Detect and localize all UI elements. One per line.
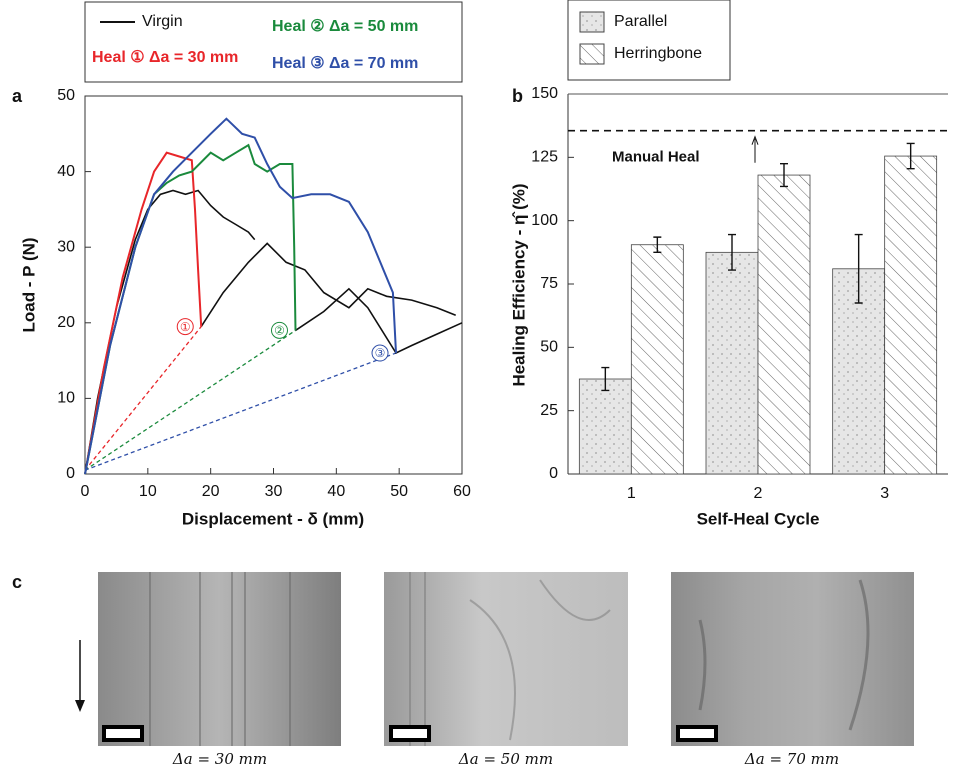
caption: Δa = 50 mm bbox=[458, 750, 553, 768]
heal-label: ③ bbox=[375, 346, 386, 360]
error-bar bbox=[906, 142, 915, 170]
heal-label: ① bbox=[180, 320, 191, 334]
legend-swatch bbox=[579, 43, 605, 65]
x-tick-label: 50 bbox=[390, 483, 408, 500]
legend-label: Herringbone bbox=[614, 45, 702, 62]
heal-line bbox=[84, 352, 397, 471]
x-tick-label: 2 bbox=[754, 485, 763, 502]
heal-line bbox=[84, 329, 296, 471]
bar bbox=[630, 244, 684, 475]
series-line bbox=[84, 117, 397, 475]
caption: Δa = 30 mm bbox=[172, 750, 267, 768]
x-tick-label: 10 bbox=[139, 483, 157, 500]
x-tick-label: 3 bbox=[880, 485, 889, 502]
plot-frame bbox=[84, 95, 463, 475]
heal-line bbox=[84, 326, 202, 471]
y-tick-label: 150 bbox=[531, 85, 558, 102]
panel-label: c bbox=[12, 572, 22, 592]
crack-arrow-head bbox=[75, 700, 85, 712]
heal-marker bbox=[270, 321, 288, 339]
y-tick-label: 50 bbox=[57, 87, 75, 104]
x-tick-label: 1 bbox=[627, 485, 636, 502]
legend-label: Virgin bbox=[142, 13, 183, 30]
legend-label: Parallel bbox=[614, 13, 667, 30]
x-tick-label: 30 bbox=[265, 483, 283, 500]
y-tick-label: 0 bbox=[549, 465, 558, 482]
y-tick-label: 10 bbox=[57, 390, 75, 407]
series-line bbox=[84, 151, 203, 475]
y-axis-label: Load - P (N) bbox=[19, 237, 38, 332]
y-tick-label: 50 bbox=[540, 339, 558, 356]
y-tick-label: 20 bbox=[57, 314, 75, 331]
error-bar bbox=[780, 162, 788, 188]
x-axis-label: Displacement - δ (mm) bbox=[182, 509, 364, 528]
y-tick-label: 40 bbox=[57, 163, 75, 180]
y-tick-label: 0 bbox=[66, 465, 75, 482]
panel-label: a bbox=[12, 86, 23, 106]
heal-marker bbox=[176, 318, 194, 336]
error-bar bbox=[653, 236, 662, 254]
sem-image bbox=[98, 572, 341, 746]
panel-label: b bbox=[512, 86, 523, 106]
y-tick-label: 125 bbox=[531, 149, 558, 166]
legend-label: Heal ② Δa = 50 mm bbox=[272, 18, 418, 35]
x-tick-label: 40 bbox=[327, 483, 345, 500]
legend-box bbox=[84, 1, 463, 83]
error-bar bbox=[601, 366, 610, 392]
legend-label: Heal ① Δa = 30 mm bbox=[92, 49, 238, 66]
bar bbox=[884, 155, 938, 475]
bar bbox=[757, 174, 811, 475]
y-tick-label: 75 bbox=[540, 275, 558, 292]
reference-arrow bbox=[751, 135, 759, 163]
legend-box bbox=[567, 0, 731, 81]
bar bbox=[578, 378, 632, 475]
x-axis-label: Self-Heal Cycle bbox=[697, 509, 820, 528]
error-bar bbox=[728, 233, 736, 271]
legend-swatch bbox=[579, 11, 605, 33]
error-bar bbox=[854, 233, 863, 304]
legend-label: Heal ③ Δa = 70 mm bbox=[272, 55, 418, 72]
heal-label: ② bbox=[274, 324, 285, 338]
caption: Δa = 70 mm bbox=[744, 750, 839, 768]
sem-image bbox=[671, 572, 914, 746]
y-tick-label: 100 bbox=[531, 212, 558, 229]
heal-marker bbox=[371, 344, 389, 362]
bar bbox=[705, 251, 759, 475]
x-tick-label: 20 bbox=[202, 483, 220, 500]
y-axis-label: Healing Efficiency - η̂ (%) bbox=[509, 183, 528, 386]
x-tick-label: 60 bbox=[453, 483, 471, 500]
y-tick-label: 25 bbox=[540, 402, 558, 419]
x-tick-label: 0 bbox=[81, 483, 90, 500]
y-tick-label: 30 bbox=[57, 238, 75, 255]
reference-label: Manual Heal bbox=[612, 149, 700, 166]
sem-image bbox=[384, 572, 628, 746]
